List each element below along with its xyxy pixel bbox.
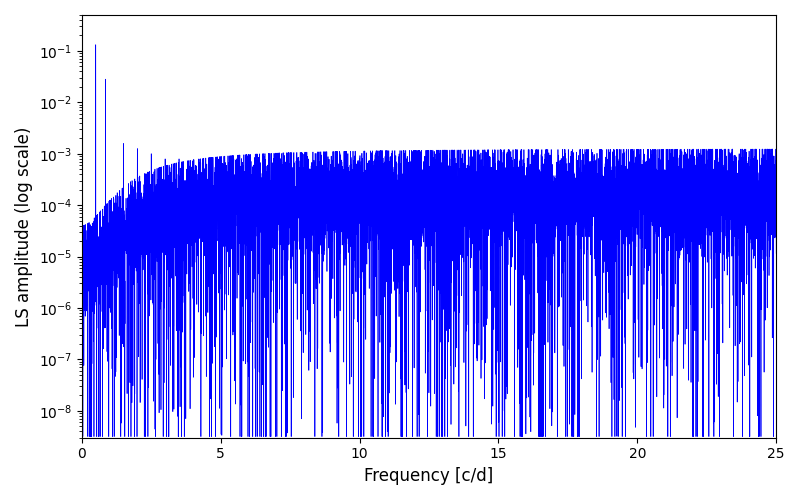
X-axis label: Frequency [c/d]: Frequency [c/d]: [364, 467, 494, 485]
Y-axis label: LS amplitude (log scale): LS amplitude (log scale): [15, 126, 33, 326]
